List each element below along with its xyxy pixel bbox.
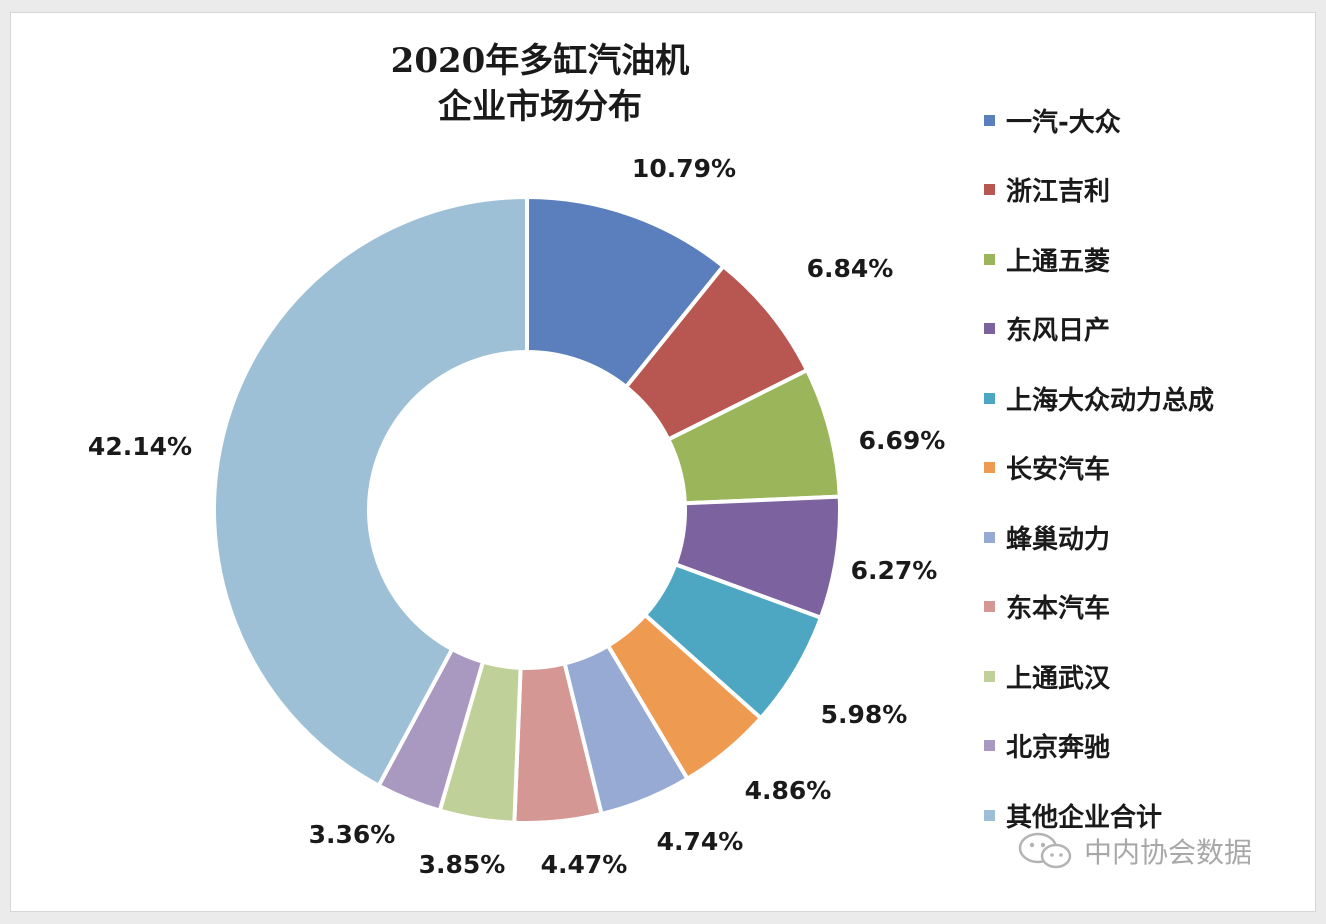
legend-label-4: 东风日产 bbox=[1006, 316, 1111, 346]
legend-label-11: 其他企业合计 bbox=[1006, 802, 1163, 833]
data-label-3: 6.69% bbox=[859, 426, 946, 455]
data-label-5: 5.98% bbox=[821, 700, 908, 729]
legend-item-6: 长安汽车 bbox=[984, 448, 1110, 488]
chart-title: 2020年多缸汽油机 企业市场分布 bbox=[300, 38, 780, 130]
legend-label-2: 浙江吉利 bbox=[1006, 177, 1111, 207]
legend-label-6: 长安汽车 bbox=[1006, 455, 1111, 485]
legend-swatch-2 bbox=[984, 184, 995, 195]
legend-item-5: 上海大众动力总成 bbox=[984, 378, 1214, 418]
legend-label-8: 东本汽车 bbox=[1006, 594, 1111, 624]
data-label-6: 4.86% bbox=[745, 776, 832, 805]
legend-swatch-3 bbox=[984, 253, 995, 265]
watermark-text: 中内协会数据 bbox=[1084, 836, 1253, 869]
legend-swatch-1 bbox=[984, 114, 995, 126]
legend-label-1: 一汽-大众 bbox=[1006, 107, 1121, 138]
legend-swatch-10 bbox=[984, 740, 995, 751]
legend-swatch-7 bbox=[984, 531, 995, 543]
chart-title-line-2: 企业市场分布 bbox=[438, 87, 642, 127]
data-label-7: 4.74% bbox=[657, 827, 744, 856]
legend-item-3: 上通五菱 bbox=[984, 239, 1110, 279]
chart-title-line-1: 2020年多缸汽油机 bbox=[390, 41, 690, 81]
wechat-icon bbox=[1018, 832, 1072, 869]
legend-item-7: 蜂巢动力 bbox=[984, 517, 1110, 557]
legend-label-7: 蜂巢动力 bbox=[1006, 524, 1111, 555]
legend-swatch-5 bbox=[984, 392, 995, 404]
donut-slice-11 bbox=[212, 195, 529, 788]
legend-label-9: 上通武汉 bbox=[1006, 663, 1111, 694]
legend-item-11: 其他企业合计 bbox=[984, 795, 1162, 835]
legend-item-4: 东风日产 bbox=[984, 309, 1110, 349]
data-label-9: 3.85% bbox=[419, 850, 506, 879]
legend-swatch-6 bbox=[984, 462, 995, 473]
data-label-1: 10.79% bbox=[632, 154, 736, 183]
watermark: 中内协会数据 bbox=[1016, 828, 1252, 874]
data-label-10: 3.36% bbox=[309, 820, 396, 849]
legend-swatch-4 bbox=[984, 323, 995, 334]
legend-item-2: 浙江吉利 bbox=[984, 170, 1110, 210]
legend-swatch-11 bbox=[984, 809, 995, 821]
legend-swatch-8 bbox=[984, 601, 995, 612]
legend-item-10: 北京奔驰 bbox=[984, 726, 1110, 766]
data-label-8: 4.47% bbox=[541, 850, 628, 879]
legend-item-8: 东本汽车 bbox=[984, 587, 1110, 627]
legend-label-10: 北京奔驰 bbox=[1006, 733, 1111, 763]
legend-label-5: 上海大众动力总成 bbox=[1006, 385, 1215, 416]
legend-item-9: 上通武汉 bbox=[984, 656, 1110, 696]
legend-swatch-9 bbox=[984, 670, 995, 682]
data-label-4: 6.27% bbox=[851, 556, 938, 585]
data-label-2: 6.84% bbox=[807, 254, 894, 283]
legend-item-1: 一汽-大众 bbox=[984, 100, 1121, 140]
legend-label-3: 上通五菱 bbox=[1006, 246, 1111, 277]
data-label-11: 42.14% bbox=[88, 432, 192, 461]
